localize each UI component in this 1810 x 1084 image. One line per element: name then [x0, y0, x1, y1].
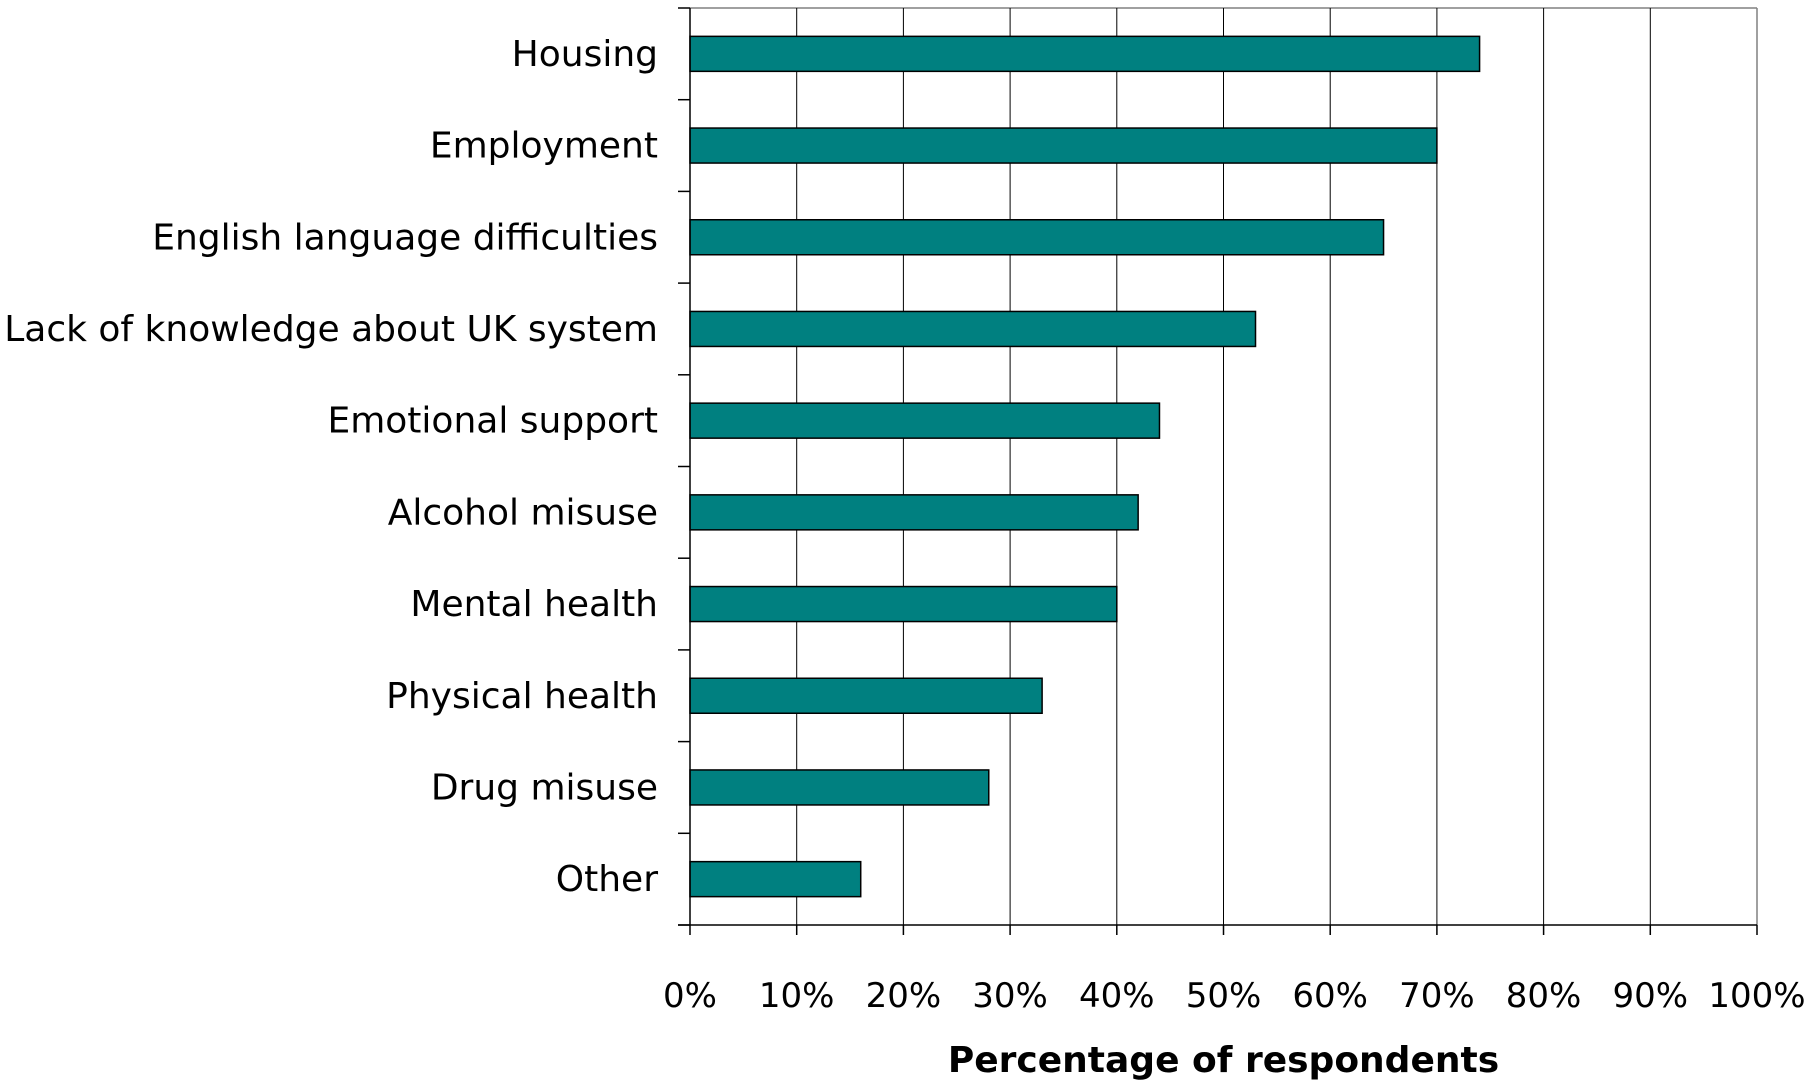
bar	[689, 219, 1385, 256]
x-tick-label: 30%	[972, 976, 1048, 1016]
category-label: Drug misuse	[431, 767, 658, 808]
bar	[689, 35, 1481, 73]
x-tick-label: 50%	[1186, 976, 1262, 1016]
category-label: Housing	[512, 34, 658, 75]
x-tick-label: 20%	[866, 976, 942, 1016]
x-tick-label: 70%	[1399, 976, 1475, 1016]
bars	[689, 35, 1481, 898]
bar	[689, 860, 862, 898]
category-label: Physical health	[386, 676, 658, 717]
category-label: English language difficulties	[152, 217, 658, 258]
category-label: Emotional support	[327, 401, 658, 442]
category-label: Employment	[430, 126, 658, 167]
x-tick-label: 90%	[1613, 976, 1689, 1016]
axes	[678, 7, 1758, 935]
x-tick-labels: 0% 10% 20% 30% 40% 50% 60% 70% 80% 90% 100%	[663, 976, 1806, 1016]
bar	[689, 677, 1043, 714]
bar	[689, 127, 1438, 164]
bar	[689, 494, 1139, 531]
category-label: Mental health	[410, 584, 658, 625]
x-tick-label: 0%	[663, 976, 717, 1016]
bar	[689, 585, 1118, 623]
category-label: Alcohol misuse	[388, 492, 658, 533]
x-tick-label: 60%	[1292, 976, 1368, 1016]
x-axis-title: Percentage of respondents	[948, 1040, 1499, 1081]
x-tick-label: 10%	[759, 976, 835, 1016]
category-label: Lack of knowledge about UK system	[4, 309, 658, 350]
x-tick-label: 40%	[1079, 976, 1155, 1016]
bar	[689, 402, 1161, 439]
category-labels: Housing Employment English language diffic…	[4, 34, 658, 900]
category-label: Other	[556, 859, 658, 900]
bar	[689, 769, 990, 806]
bar	[689, 310, 1257, 348]
x-tick-label: 100%	[1708, 976, 1805, 1016]
x-tick-label: 80%	[1506, 976, 1582, 1016]
